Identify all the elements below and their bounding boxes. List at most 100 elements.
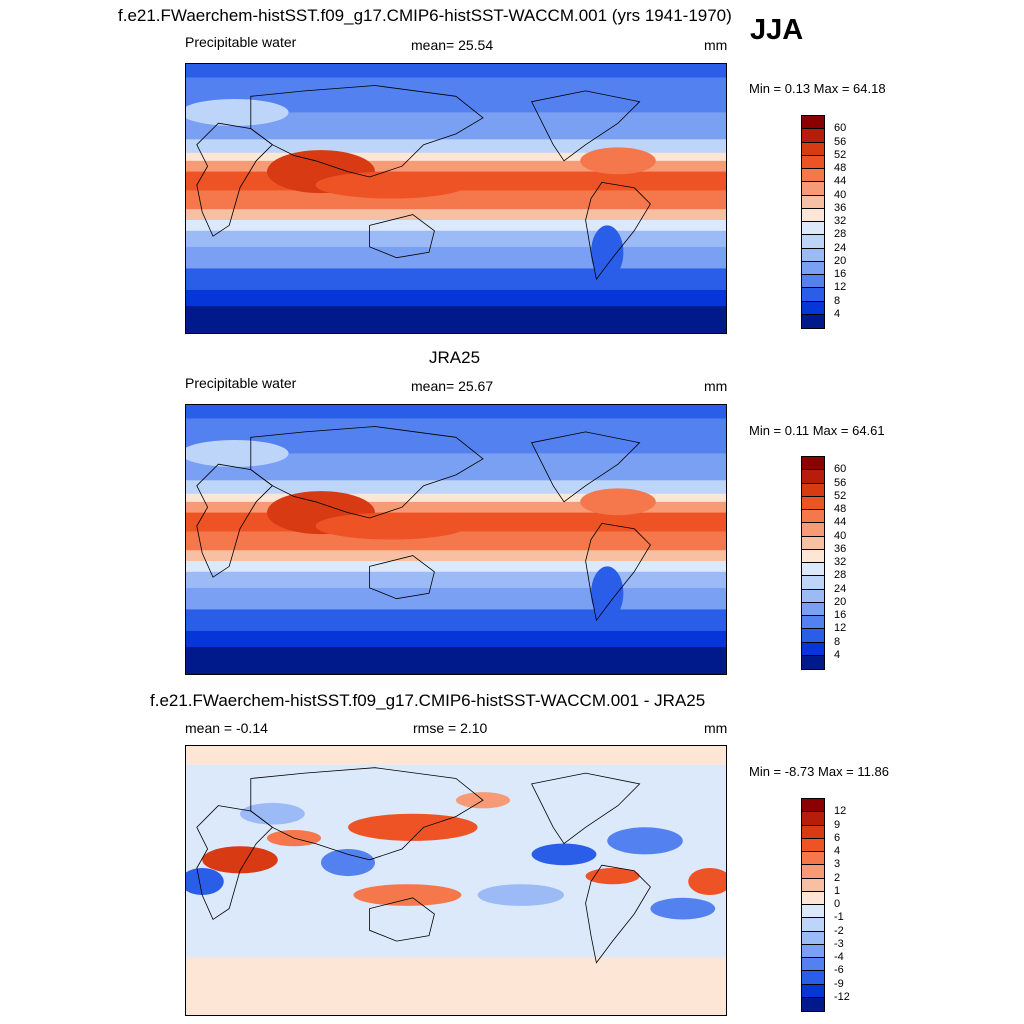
panel1-variable-label: Precipitable water	[185, 34, 297, 50]
field-band	[186, 531, 726, 552]
colorbar-tick-label: 8	[834, 294, 841, 307]
dry-region	[591, 225, 624, 280]
panel2-colorbar	[801, 456, 825, 670]
colorbar-swatch	[802, 195, 824, 209]
colorbar-tick-label: 24	[834, 241, 847, 254]
colorbar-tick-label: 36	[834, 542, 847, 555]
panel3-mean-label: mean = -0.14	[185, 720, 268, 736]
coastline	[250, 85, 484, 178]
colorbar-swatch	[802, 314, 824, 328]
colorbar-tick-label: -2	[834, 924, 844, 937]
colorbar-swatch	[802, 496, 824, 510]
field-band	[186, 209, 726, 222]
moisture-max	[580, 488, 656, 516]
colorbar-swatch	[802, 549, 824, 563]
colorbar-swatch	[802, 944, 824, 958]
colorbar-tick-label: 12	[834, 622, 847, 635]
panel2-units-label: mm	[704, 378, 728, 394]
panel2-minmax: Min = 0.11 Max = 64.61	[749, 423, 885, 438]
panel1-mean-label: mean= 25.54	[411, 37, 494, 53]
colorbar-swatch	[802, 984, 824, 998]
panel2-mean-label: mean= 25.67	[411, 378, 494, 394]
colorbar-swatch	[802, 812, 824, 826]
colorbar-swatch	[802, 971, 824, 985]
colorbar-tick-label: 56	[834, 135, 847, 148]
colorbar-tick-label: 40	[834, 188, 847, 201]
colorbar-tick-label: 44	[834, 516, 847, 529]
colorbar-swatch	[802, 523, 824, 537]
colorbar-swatch	[802, 261, 824, 275]
colorbar-swatch	[802, 288, 824, 302]
colorbar-tick-label: 12	[834, 805, 847, 818]
panel2-title: JRA25	[429, 348, 481, 367]
coastline	[250, 767, 484, 861]
colorbar-tick-label: -9	[834, 977, 844, 990]
colorbar-swatch	[802, 248, 824, 262]
colorbar-tick-label: 24	[834, 582, 847, 595]
colorbar-swatch	[802, 116, 824, 130]
dry-region	[186, 98, 289, 126]
panel3-title: f.e21.FWaerchem-histSST.f09_g17.CMIP6-hi…	[150, 691, 706, 710]
colorbar-tick-label: 12	[834, 281, 847, 294]
colorbar-tick-label: -3	[834, 937, 844, 950]
field-band	[186, 306, 726, 333]
field-band	[186, 587, 726, 611]
coastline	[531, 90, 641, 162]
field-band	[186, 64, 726, 79]
colorbar-tick-label: 9	[834, 818, 841, 831]
anomaly-region	[607, 827, 683, 855]
colorbar-tick-label: 32	[834, 556, 847, 568]
colorbar-swatch	[802, 616, 824, 630]
moisture-max	[315, 512, 467, 540]
field-band	[186, 160, 726, 173]
panel2-variable-label: Precipitable water	[185, 375, 297, 391]
field-band	[186, 493, 726, 503]
colorbar-swatch	[802, 129, 824, 143]
colorbar-tick-label: 60	[834, 463, 847, 476]
dry-region	[591, 566, 624, 621]
colorbar-swatch	[802, 576, 824, 590]
colorbar-swatch	[802, 878, 824, 892]
colorbar-swatch	[802, 655, 824, 669]
colorbar-swatch	[802, 931, 824, 945]
colorbar-swatch	[802, 208, 824, 222]
colorbar-swatch	[802, 222, 824, 236]
coastline	[531, 431, 641, 503]
field-band	[186, 405, 726, 420]
colorbar-tick-label: 48	[834, 162, 847, 174]
field-band	[186, 220, 726, 232]
colorbar-tick-label: 3	[834, 858, 841, 871]
colorbar-tick-label: 32	[834, 215, 847, 227]
colorbar-tick-label: 36	[834, 201, 847, 214]
diff-band	[186, 957, 726, 1015]
anomaly-region	[353, 884, 462, 906]
colorbar-swatch	[802, 997, 824, 1011]
panel3-rmse-label: rmse = 2.10	[413, 720, 488, 736]
colorbar-tick-label: 8	[834, 635, 841, 648]
field-band	[186, 609, 726, 632]
colorbar-swatch	[802, 602, 824, 616]
field-band	[186, 230, 726, 248]
colorbar-swatch	[802, 563, 824, 577]
coastline	[369, 555, 435, 600]
field-band	[186, 289, 726, 308]
colorbar-tick-label: 4	[834, 845, 841, 857]
coastline	[585, 181, 651, 281]
panel3-map	[185, 745, 727, 1016]
colorbar-swatch	[802, 838, 824, 852]
colorbar-tick-label: 44	[834, 175, 847, 188]
colorbar-swatch	[802, 155, 824, 169]
colorbar-tick-label: -12	[834, 990, 850, 1003]
field-band	[186, 550, 726, 563]
colorbar-swatch	[802, 905, 824, 919]
colorbar-tick-label: 52	[834, 148, 847, 161]
moisture-max	[580, 147, 656, 175]
colorbar-swatch	[802, 235, 824, 249]
colorbar-swatch	[802, 142, 824, 156]
colorbar-tick-label: 16	[834, 609, 847, 621]
panel3-units-label: mm	[704, 720, 728, 736]
panel2-map	[185, 404, 727, 675]
colorbar-swatch	[802, 169, 824, 183]
colorbar-tick-label: 28	[834, 569, 847, 582]
coastline	[585, 864, 651, 964]
